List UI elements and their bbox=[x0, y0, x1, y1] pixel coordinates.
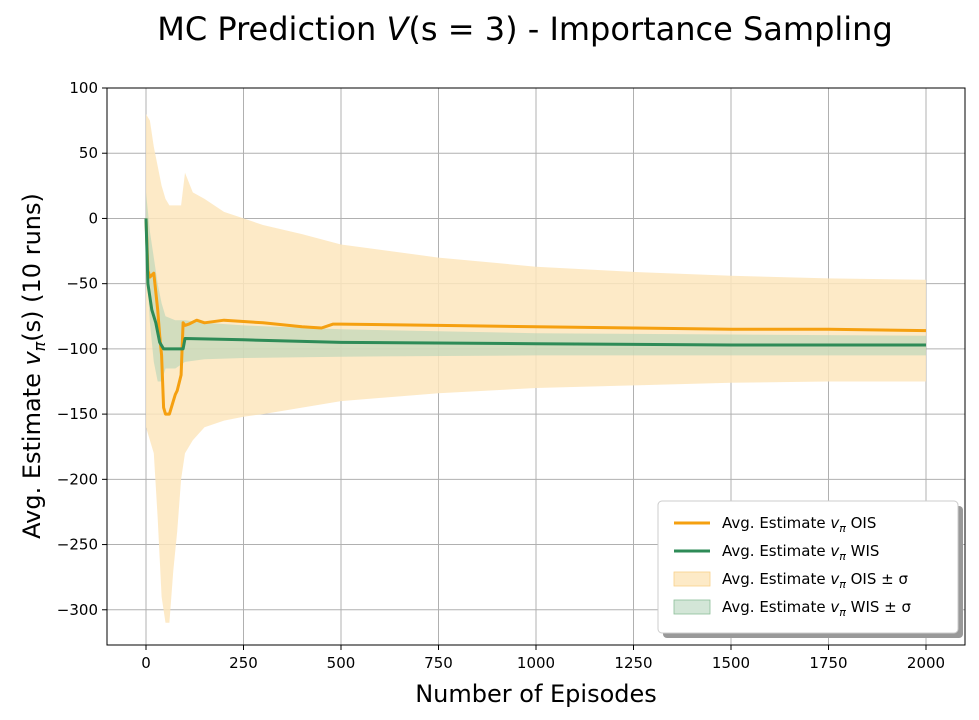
legend-label: Avg. Estimate vπ WIS ± σ bbox=[722, 598, 912, 619]
ois-std-band bbox=[146, 114, 926, 623]
legend-box bbox=[657, 500, 959, 634]
y-tick-label: 100 bbox=[69, 79, 98, 97]
wis-std-band bbox=[146, 192, 926, 382]
x-tick-label: 1500 bbox=[712, 654, 750, 672]
legend: Avg. Estimate vπ OIS Avg. Estimate vπ WIS… bbox=[657, 500, 963, 638]
y-axis-title: Avg. Estimate vπ(s) (10 runs) bbox=[18, 193, 49, 539]
y-tick-label: −150 bbox=[57, 405, 98, 423]
x-tick-label: 1750 bbox=[809, 654, 847, 672]
y-axis-title-sub: π bbox=[30, 341, 49, 351]
y-axis-title-pre: Avg. Estimate bbox=[18, 366, 46, 539]
y-axis-title-var: v bbox=[18, 351, 46, 366]
chart-title-pre: MC Prediction bbox=[157, 10, 386, 48]
legend-swatch bbox=[673, 571, 711, 587]
chart-title-var: V bbox=[387, 10, 411, 48]
legend-label: Avg. Estimate vπ WIS bbox=[722, 542, 879, 563]
y-axis-title-post: (s) (10 runs) bbox=[18, 193, 46, 342]
plot-area bbox=[106, 87, 966, 646]
chart-title: MC Prediction V(s = 3) - Importance Samp… bbox=[157, 10, 893, 48]
y-tick-label: −250 bbox=[57, 536, 98, 554]
y-tick-label: −200 bbox=[57, 470, 98, 488]
chart-title-args: (s = 3) bbox=[408, 10, 517, 48]
legend-label: Avg. Estimate vπ OIS bbox=[722, 514, 876, 535]
chart-title-post: - Importance Sampling bbox=[518, 10, 893, 48]
y-axis: 100 50 0 −50 −100 −150 −200 −250 −300 bbox=[57, 79, 107, 619]
y-tick-label: −50 bbox=[66, 275, 98, 293]
legend-swatch bbox=[673, 599, 711, 615]
y-tick-label: 50 bbox=[79, 144, 98, 162]
x-tick-label: 750 bbox=[424, 654, 453, 672]
x-axis-title: Number of Episodes bbox=[415, 680, 657, 708]
x-tick-label: 1250 bbox=[614, 654, 652, 672]
legend-items: Avg. Estimate vπ OIS Avg. Estimate vπ WIS… bbox=[673, 514, 912, 619]
x-tick-label: 1000 bbox=[517, 654, 555, 672]
x-axis: 0 250 500 750 1000 1250 1500 1750 2000 bbox=[141, 645, 945, 672]
x-tick-label: 0 bbox=[141, 654, 151, 672]
wis-line bbox=[144, 218, 926, 351]
y-tick-label: −100 bbox=[57, 340, 98, 358]
bands bbox=[146, 114, 926, 623]
legend-label: Avg. Estimate vπ OIS ± σ bbox=[722, 570, 908, 591]
x-tick-label: 2000 bbox=[907, 654, 945, 672]
x-tick-label: 500 bbox=[327, 654, 356, 672]
y-tick-label: 0 bbox=[88, 209, 98, 227]
x-tick-label: 250 bbox=[229, 654, 258, 672]
lines bbox=[144, 218, 927, 416]
y-tick-label: −300 bbox=[57, 601, 98, 619]
